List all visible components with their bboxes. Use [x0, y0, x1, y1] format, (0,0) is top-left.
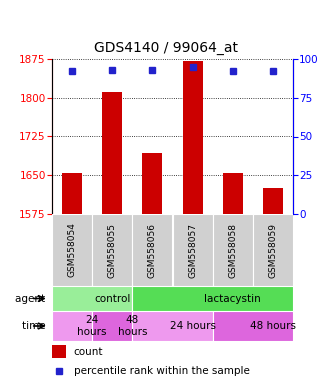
Text: GSM558056: GSM558056: [148, 222, 157, 278]
Text: count: count: [74, 347, 103, 357]
Bar: [102, 91, 122, 214]
Bar: [132, 214, 172, 286]
Text: GSM558055: GSM558055: [108, 222, 117, 278]
Bar: [182, 61, 203, 214]
Text: 48
hours: 48 hours: [118, 315, 147, 337]
Text: agent: agent: [15, 293, 49, 303]
Text: 24
hours: 24 hours: [77, 315, 107, 337]
Text: GSM558054: GSM558054: [68, 223, 76, 277]
Bar: [132, 286, 293, 311]
Bar: [142, 153, 163, 214]
Bar: [132, 311, 213, 341]
Bar: [223, 173, 243, 214]
Bar: [213, 311, 293, 341]
Bar: [263, 188, 283, 214]
Text: 48 hours: 48 hours: [250, 321, 296, 331]
Bar: [62, 173, 82, 214]
Text: time: time: [22, 321, 49, 331]
Text: GDS4140 / 99064_at: GDS4140 / 99064_at: [93, 41, 238, 55]
Bar: [172, 214, 213, 286]
Bar: [52, 214, 92, 286]
Bar: [52, 286, 132, 311]
Bar: [52, 311, 92, 341]
Bar: [213, 214, 253, 286]
Bar: [92, 214, 132, 286]
Bar: [92, 311, 132, 341]
Text: GSM558057: GSM558057: [188, 222, 197, 278]
Text: lactacystin: lactacystin: [204, 293, 261, 303]
Text: percentile rank within the sample: percentile rank within the sample: [74, 366, 250, 376]
Bar: [52, 345, 67, 358]
Bar: [253, 214, 293, 286]
Text: control: control: [94, 293, 130, 303]
Text: GSM558058: GSM558058: [228, 222, 237, 278]
Text: 24 hours: 24 hours: [169, 321, 215, 331]
Text: GSM558059: GSM558059: [268, 222, 277, 278]
